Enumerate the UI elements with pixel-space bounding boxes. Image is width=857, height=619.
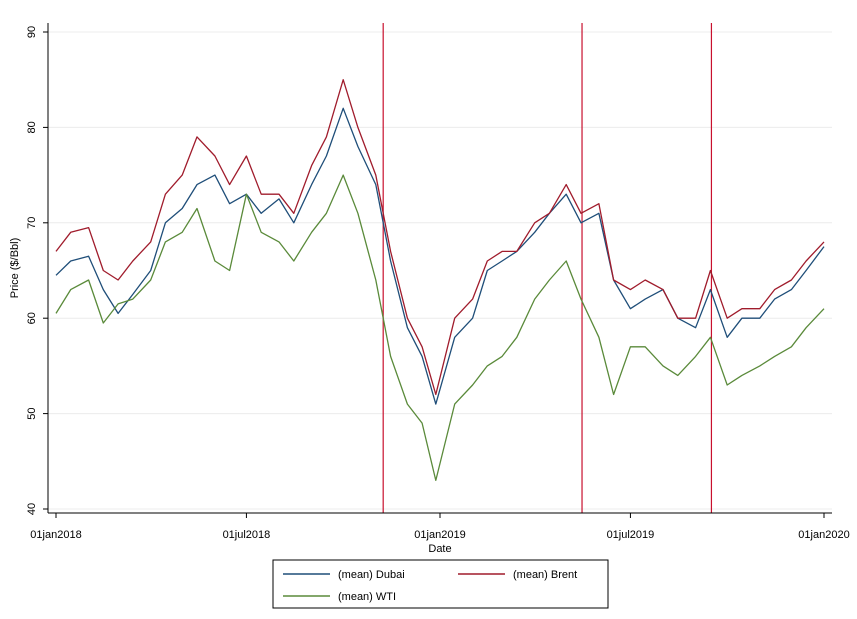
- legend-label-dubai: (mean) Dubai: [338, 569, 405, 581]
- y-tick-label-4: 80: [26, 121, 38, 133]
- y-tick-label-3: 70: [26, 217, 38, 229]
- legend-label-wti: (mean) WTI: [338, 591, 396, 603]
- y-axis-title: Price ($/Bbl): [9, 238, 21, 299]
- y-ticks: 40 50 60 70 80 90: [26, 26, 48, 515]
- x-axis-title: Date: [428, 543, 451, 555]
- x-tick-label-2: 01jan2019: [414, 529, 465, 541]
- series-lines: [55, 79, 825, 482]
- y-tick-label-2: 60: [26, 312, 38, 324]
- series-line-mean-brent: [55, 79, 825, 396]
- series-line-mean-wti: [55, 174, 825, 482]
- series-line-mean-dubai: [55, 107, 825, 405]
- x-tick-label-3: 01jul2019: [607, 529, 655, 541]
- y-tick-label-0: 40: [26, 503, 38, 515]
- x-tick-label-0: 01jan2018: [30, 529, 81, 541]
- gridlines: [48, 31, 832, 510]
- y-tick-label-1: 50: [26, 407, 38, 419]
- event-lines: [382, 23, 713, 513]
- legend: (mean) Dubai (mean) Brent (mean) WTI: [272, 559, 609, 609]
- y-tick-label-5: 90: [26, 26, 38, 38]
- x-tick-label-1: 01jul2018: [223, 529, 271, 541]
- legend-label-brent: (mean) Brent: [513, 569, 577, 581]
- x-ticks: 01jan2018 01jul2018 01jan2019 01jul2019 01ja…: [30, 513, 850, 541]
- legend-box: [272, 559, 609, 609]
- x-tick-label-4: 01jan2020: [798, 529, 849, 541]
